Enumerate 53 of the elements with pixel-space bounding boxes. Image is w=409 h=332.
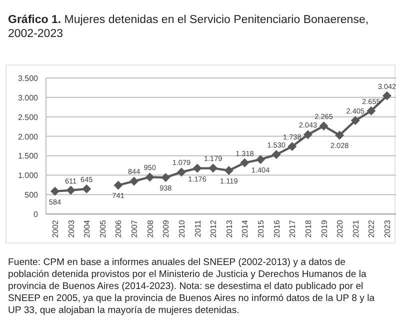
point bbox=[176, 168, 186, 177]
x-tick-label: 2012 bbox=[209, 219, 218, 238]
y-tick-label: 2.500 bbox=[18, 112, 39, 122]
x-tick-label: 2003 bbox=[66, 219, 76, 238]
point bbox=[382, 91, 392, 100]
x-tick-label: 2021 bbox=[351, 219, 360, 238]
point bbox=[335, 130, 344, 140]
x-tick-label: 2014 bbox=[240, 219, 250, 238]
point bbox=[161, 173, 170, 182]
point bbox=[272, 150, 281, 160]
y-tick-label: 0 bbox=[34, 210, 39, 219]
x-tick-label: 2022 bbox=[367, 219, 376, 238]
point bbox=[256, 154, 266, 164]
point bbox=[350, 116, 360, 126]
x-tick-label: 2002 bbox=[51, 219, 60, 238]
x-tick-label: 2004 bbox=[82, 219, 92, 238]
point bbox=[192, 164, 202, 173]
point bbox=[82, 184, 92, 194]
point bbox=[208, 164, 218, 173]
x-tick-label: 2011 bbox=[193, 219, 202, 238]
x-tick-label: 2007 bbox=[130, 219, 140, 238]
y-tick-label: 3.500 bbox=[18, 74, 39, 83]
point bbox=[319, 121, 328, 130]
y-tick-label: 2.000 bbox=[18, 132, 39, 142]
x-tick-label: 2019 bbox=[320, 219, 329, 238]
point bbox=[366, 106, 376, 116]
x-tick-label: 2008 bbox=[146, 219, 155, 238]
x-tick-label: 2005 bbox=[98, 219, 108, 238]
x-tick-label: 2016 bbox=[272, 219, 282, 238]
point bbox=[240, 158, 250, 168]
x-tick-label: 2015 bbox=[256, 219, 266, 238]
x-tick-label: 2020 bbox=[336, 219, 345, 238]
point bbox=[66, 186, 76, 195]
x-tick-label: 2017 bbox=[288, 219, 298, 238]
point bbox=[130, 176, 139, 186]
point bbox=[303, 130, 312, 140]
x-tick-label: 2013 bbox=[224, 219, 234, 238]
y-tick-label: 1.500 bbox=[18, 152, 39, 161]
x-tick-label: 2018 bbox=[304, 219, 313, 238]
point bbox=[224, 166, 234, 176]
point bbox=[114, 180, 123, 190]
source-note: Fuente: CPM en base a informes anuales del SNEEP (2002-2013) y a datos de población detenida provistos por el Ministerio de Justicia y Derechos Humanos de la provincia de Buenos Aires (2014-2023). Nota: se desestima el dato publicado por el SNEEP en 2005, ya que la provincia de Buenos Aires no informó datos de la UP 8 y la UP 33, que alojaban la mayoría de mujeres detenidas. bbox=[8, 257, 376, 316]
y-tick-label: 3.000 bbox=[18, 93, 39, 102]
x-tick-label: 2006 bbox=[114, 219, 124, 238]
point bbox=[145, 172, 154, 182]
point bbox=[288, 142, 297, 151]
y-tick-label: 1.000 bbox=[18, 171, 39, 180]
x-tick-label: 2009 bbox=[162, 219, 171, 238]
point bbox=[50, 186, 60, 196]
x-tick-label: 2023 bbox=[383, 219, 392, 238]
y-tick-label: 500 bbox=[24, 190, 39, 200]
x-tick-label: 2010 bbox=[177, 219, 186, 238]
chart-title: Gráfico 1. Mujeres detenidas en el Servicio Penitenciario Bonaerense, 2002-2023 bbox=[8, 14, 369, 40]
